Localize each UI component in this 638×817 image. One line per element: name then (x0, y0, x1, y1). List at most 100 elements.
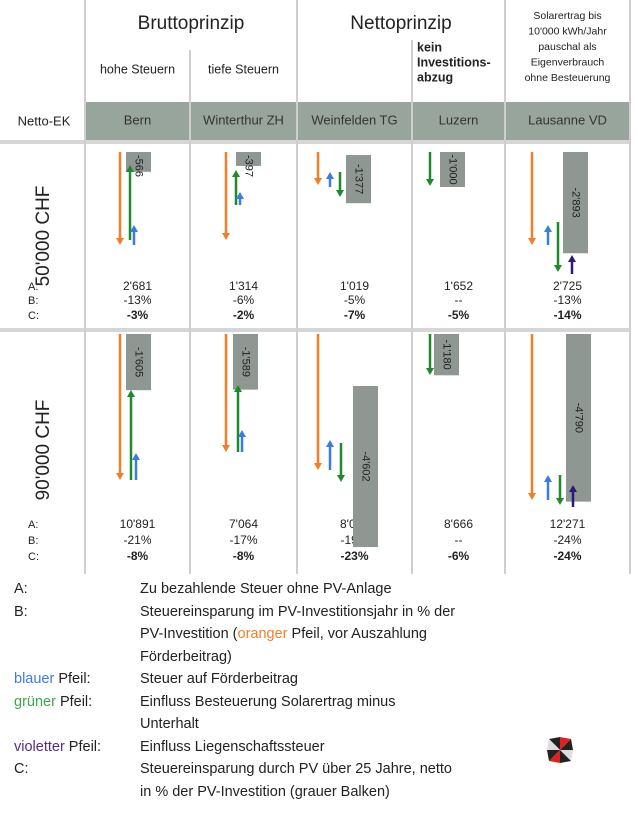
legend-text: grüner (14, 693, 56, 710)
legend-row: PV-Investition (oranger Pfeil, vor Ausza… (0, 623, 638, 646)
legend-text: Pfeil: (64, 738, 102, 755)
column-note: ohne Besteuerung (525, 72, 611, 84)
gray-bar (353, 386, 378, 548)
gray-bar (566, 334, 591, 502)
arrow-head (569, 485, 577, 492)
row-key: A: (28, 281, 38, 293)
legend-desc: Einfluss Liegenschaftssteuer (140, 736, 325, 759)
gray-bar (346, 155, 371, 204)
gray-bar (233, 334, 258, 390)
row-label-header: Netto-EK (18, 113, 71, 128)
column-note: Investitions- (417, 55, 491, 69)
value-a: 10'891 (120, 517, 156, 531)
legend-text: Förderbeitrag) (140, 648, 232, 665)
legend-row: A: Zu bezahlende Steuer ohne PV-Anlage (0, 578, 638, 601)
column-lines (84, 0, 631, 574)
arrow-head (222, 445, 230, 452)
value-c: -14% (553, 308, 581, 322)
legend-text: Steuereinsparung im PV-Investitionsjahr … (140, 603, 456, 620)
gray-bar (126, 152, 151, 172)
legend-key (0, 713, 140, 736)
legend-key (0, 646, 140, 669)
legend-text: blauer (14, 671, 55, 687)
legend-row: violetter Pfeil: Einfluss Liegenschaftsst… (0, 736, 638, 759)
bar-label: -1'000 (447, 154, 459, 184)
value-c: -2% (233, 308, 255, 322)
arrow-head (126, 165, 134, 172)
value-a: 1'314 (229, 279, 258, 293)
legend-text: violetter (14, 738, 65, 755)
legend-desc: Förderbeitrag) (140, 646, 232, 669)
bar-label: -397 (243, 155, 255, 177)
row-key: C: (28, 551, 39, 563)
gray-bar (236, 152, 261, 166)
value-a: 1'019 (340, 279, 369, 293)
bar-label: -566 (133, 155, 145, 177)
city: Bern (124, 112, 151, 127)
value-b: -17% (229, 533, 257, 547)
row-key: A: (28, 519, 38, 531)
column-note: pauschal als (538, 41, 596, 53)
value-b: -6% (233, 293, 255, 307)
arrow-head (222, 233, 230, 240)
column-note: abzug (417, 70, 453, 84)
legend-text: oranger (237, 626, 288, 642)
legend-desc: Zu bezahlende Steuer ohne PV-Anlage (140, 578, 392, 601)
value-c: -5% (448, 308, 470, 322)
city: Luzern (439, 112, 479, 127)
bar-label: -1'605 (133, 347, 145, 377)
logo (547, 737, 573, 763)
arrow-head (314, 178, 322, 185)
legend: A: Zu bezahlende Steuer ohne PV-Anlage B: S… (0, 578, 638, 803)
arrow-head (337, 475, 345, 482)
value-c: -8% (127, 549, 149, 563)
legend-text: PV-Investition ( (140, 626, 238, 642)
legend-row: in % der PV-Investition (grauer Balken) (0, 781, 638, 804)
bar-label: -2'893 (570, 188, 582, 218)
arrow-head (236, 192, 244, 199)
arrow-head (554, 265, 562, 272)
legend-desc: Unterhalt (140, 713, 199, 736)
arrow-head (336, 190, 344, 197)
arrow-head (232, 170, 240, 177)
value-a: 7'064 (229, 517, 258, 531)
row-separator (0, 328, 630, 332)
legend-key (0, 781, 140, 804)
legend-text: Pfeil, vor Auszahlung (287, 626, 427, 642)
arrow-head (426, 368, 434, 375)
legend-text: Pfeil: (54, 671, 91, 687)
arrow-head (544, 225, 552, 232)
legend-text: Steuer auf Förderbeitrag (140, 671, 298, 687)
group-title: Bruttoprinzip (138, 13, 245, 34)
bar-label: -4'790 (573, 403, 585, 433)
row-label: 50'000 CHF (33, 186, 54, 287)
value-c: -3% (127, 308, 149, 322)
row-label: 90'000 CHF (33, 400, 54, 501)
legend-text: B: (14, 603, 28, 620)
legend-row: B: Steuereinsparung im PV-Investitionsjah… (0, 601, 638, 624)
legend-key: violetter Pfeil: (0, 736, 140, 759)
legend-text: Einfluss Liegenschaftssteuer (140, 738, 325, 755)
legend-desc: Einfluss Besteuerung Solarertrag minus (140, 691, 396, 714)
legend-desc: Steuereinsparung durch PV über 25 Jahre,… (140, 758, 452, 781)
arrow-head (116, 473, 124, 480)
column-note: 10'000 kWh/Jahr (528, 25, 607, 37)
legend-key: C: (0, 758, 140, 781)
legend-text: Pfeil: (55, 693, 93, 710)
arrow-head (528, 238, 536, 245)
value-c: -6% (448, 549, 470, 563)
arrow-head (314, 463, 322, 470)
value-b: -21% (123, 533, 151, 547)
arrow-head (130, 225, 138, 232)
legend-text: Zu bezahlende Steuer ohne PV-Anlage (140, 581, 392, 597)
value-c: -23% (340, 549, 368, 563)
bar-label: -1'180 (441, 340, 453, 370)
arrow-head (556, 498, 564, 505)
value-c: -8% (233, 549, 255, 563)
column-note: hohe Steuern (100, 62, 175, 76)
legend-row: blauer Pfeil: Steuer auf Förderbeitrag (0, 668, 638, 691)
value-b: -24% (553, 533, 581, 547)
gray-bar (563, 152, 588, 254)
city: Winterthur ZH (203, 112, 284, 127)
